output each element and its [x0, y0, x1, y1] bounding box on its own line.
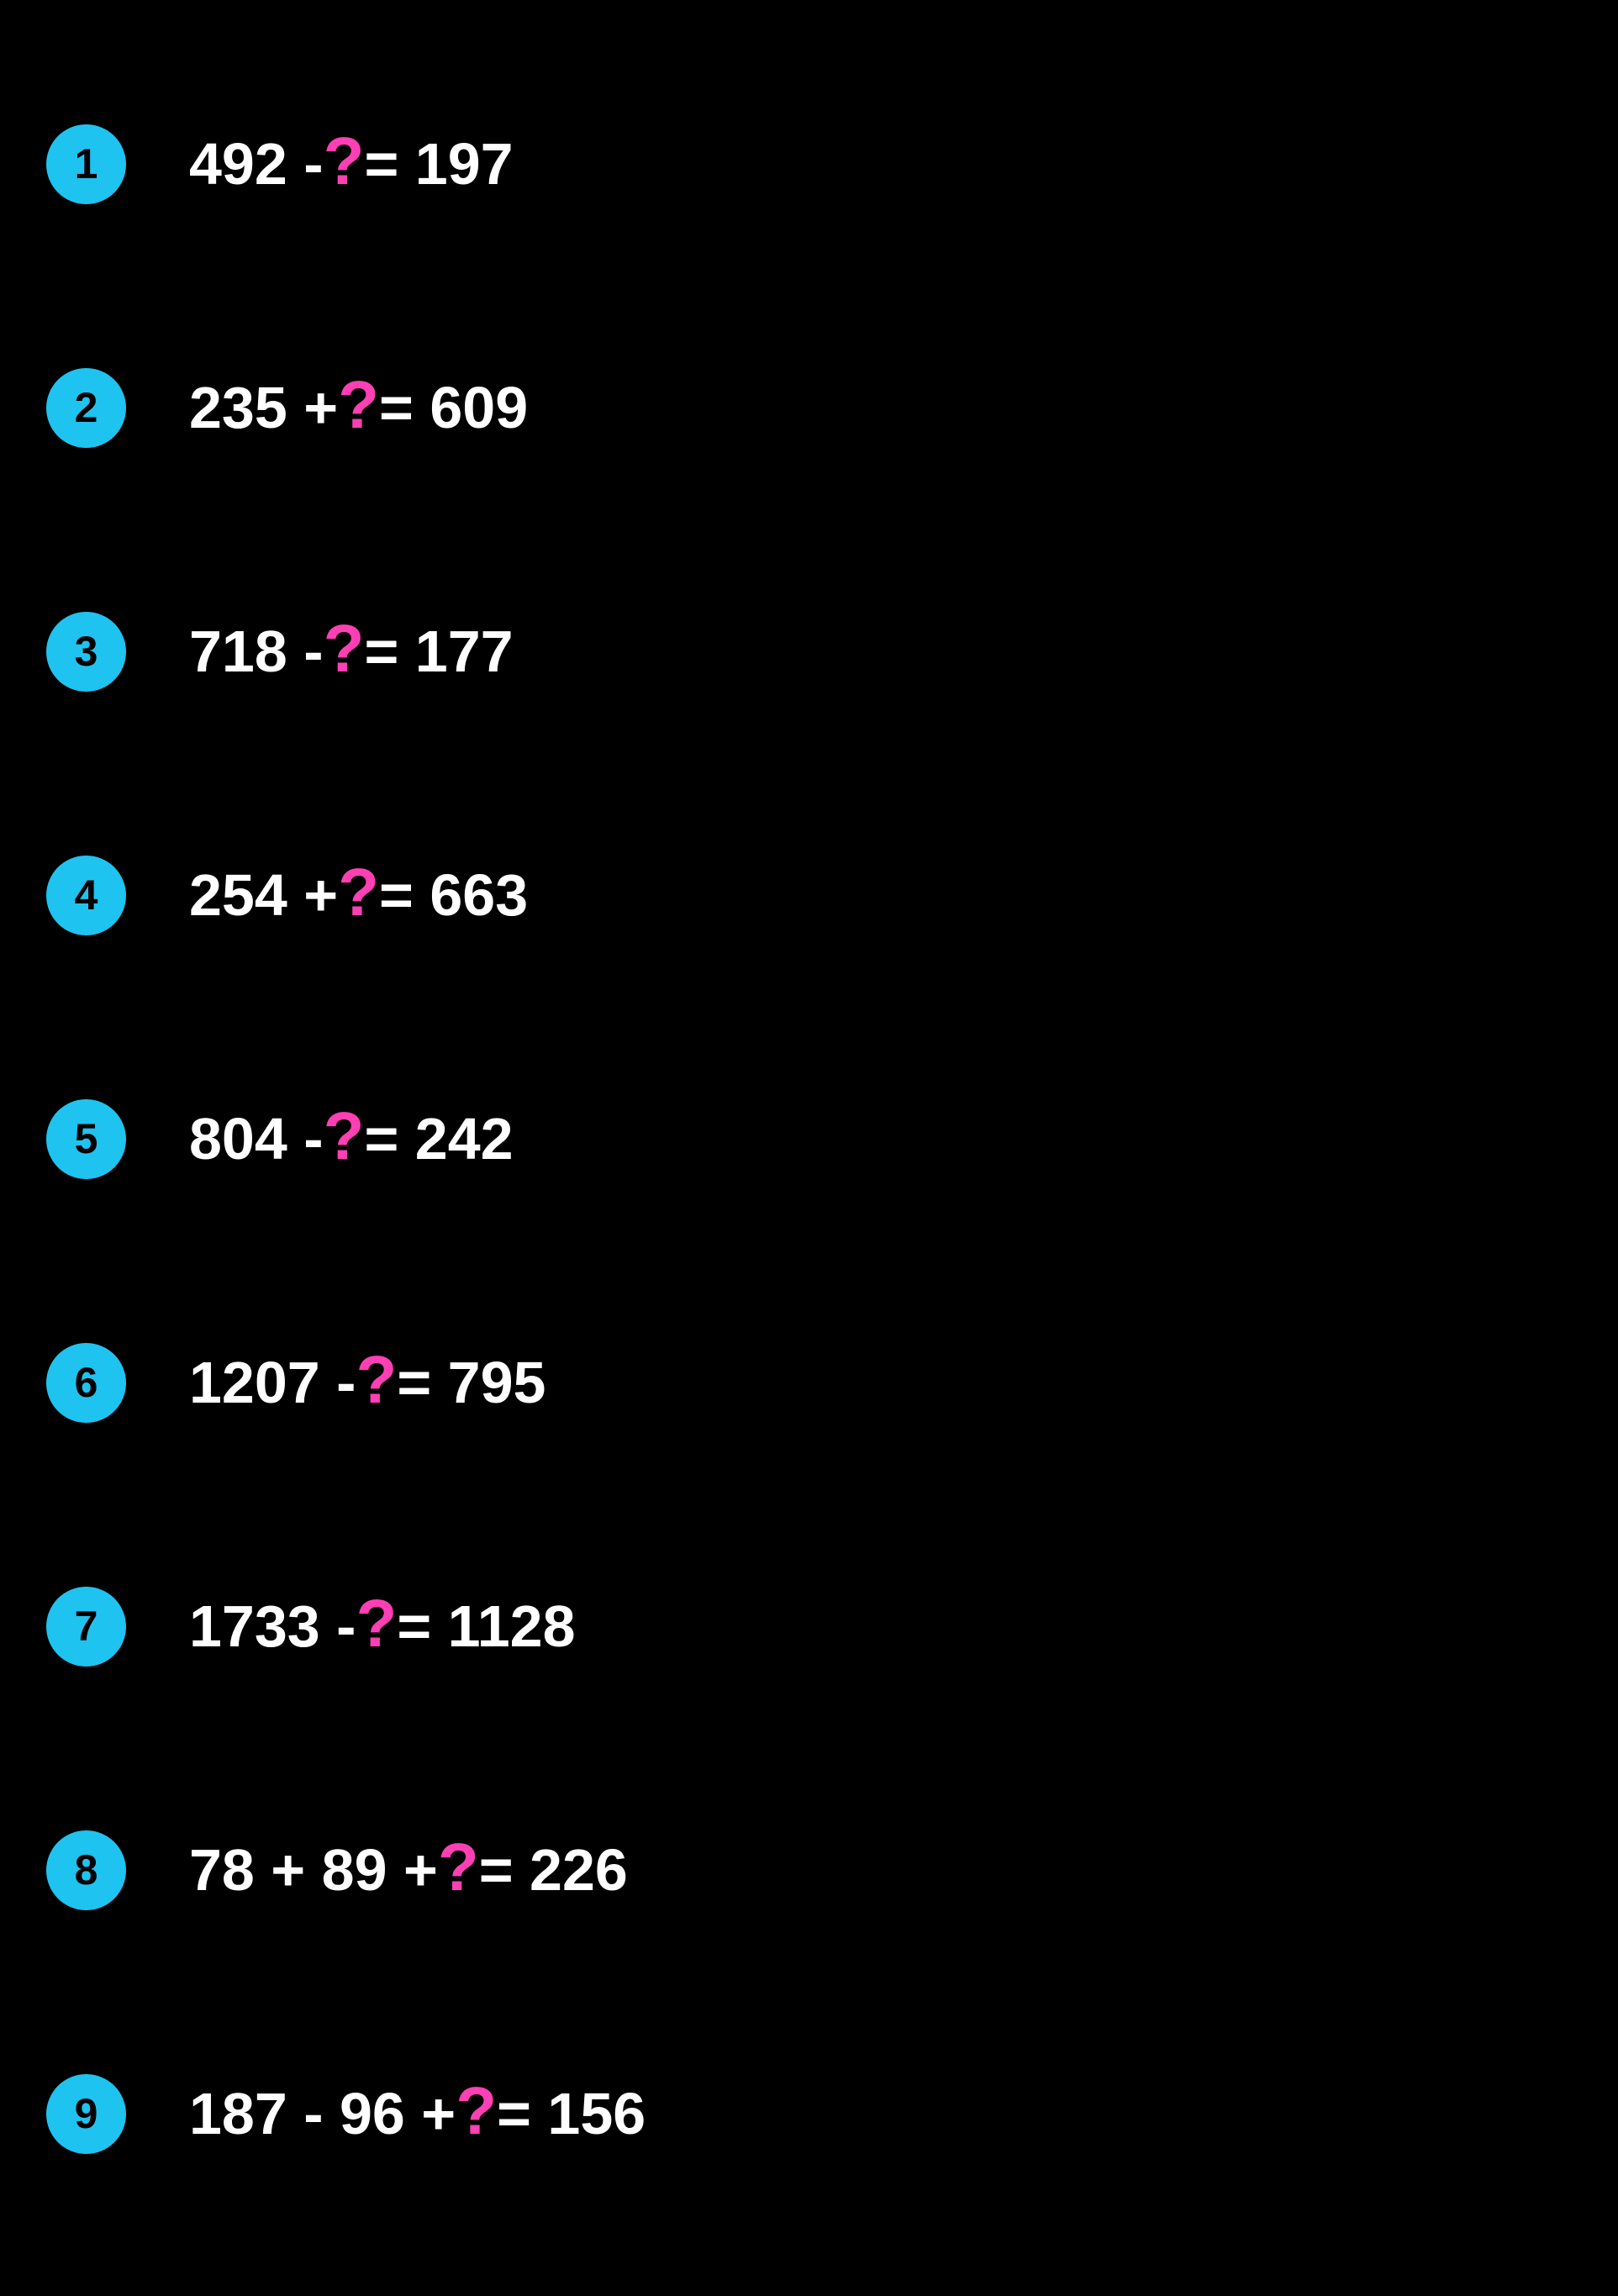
expression-pre-text: 187 - 96 +	[189, 2080, 456, 2147]
problem-expression: 78 + 89 + ? = 226	[189, 1829, 628, 1906]
problem-number-badge: 4	[46, 856, 126, 935]
expression-pre-text: 235 +	[189, 374, 338, 441]
problem-number-badge: 7	[46, 1587, 126, 1667]
problem-expression: 804 - ? = 242	[189, 1098, 514, 1175]
question-mark-icon: ?	[324, 1098, 365, 1175]
problem-number-badge: 2	[46, 368, 126, 448]
problem-expression: 718 - ? = 177	[189, 610, 514, 687]
problem-expression: 1733 - ? = 1128	[189, 1585, 576, 1662]
problem-row: 1 492 - ? = 197	[0, 113, 1618, 214]
question-mark-icon: ?	[324, 123, 365, 200]
question-mark-icon: ?	[356, 1341, 397, 1419]
expression-post-text: = 156	[497, 2080, 646, 2147]
expression-post-text: = 242	[364, 1105, 513, 1172]
expression-pre-text: 254 +	[189, 861, 338, 929]
question-mark-icon: ?	[324, 610, 365, 687]
problem-number-badge: 8	[46, 1830, 126, 1910]
problem-expression: 254 + ? = 663	[189, 854, 528, 931]
problem-row: 4 254 + ? = 663	[0, 845, 1618, 945]
question-mark-icon: ?	[338, 854, 379, 931]
question-mark-icon: ?	[338, 366, 379, 444]
problem-expression: 187 - 96 + ? = 156	[189, 2072, 646, 2150]
problem-number-badge: 6	[46, 1343, 126, 1423]
problem-row: 3 718 - ? = 177	[0, 601, 1618, 702]
expression-post-text: = 226	[479, 1836, 628, 1904]
problem-row: 2 235 + ? = 609	[0, 357, 1618, 458]
expression-post-text: = 197	[364, 130, 513, 197]
expression-pre-text: 1733 -	[189, 1593, 356, 1660]
expression-post-text: = 663	[379, 861, 528, 929]
problem-expression: 492 - ? = 197	[189, 123, 514, 200]
expression-post-text: = 795	[397, 1349, 545, 1416]
question-mark-icon: ?	[456, 2072, 497, 2150]
expression-pre-text: 1207 -	[189, 1349, 356, 1416]
expression-post-text: = 609	[379, 374, 528, 441]
problem-number-badge: 5	[46, 1099, 126, 1179]
expression-pre-text: 492 -	[189, 130, 324, 197]
expression-pre-text: 718 -	[189, 618, 324, 685]
expression-post-text: = 1128	[397, 1593, 575, 1660]
problem-number-badge: 1	[46, 124, 126, 204]
question-mark-icon: ?	[438, 1829, 479, 1906]
problem-row: 9 187 - 96 + ? = 156	[0, 2063, 1618, 2164]
problem-number-badge: 3	[46, 612, 126, 692]
expression-pre-text: 804 -	[189, 1105, 324, 1172]
worksheet-page: 1 492 - ? = 197 2 235 + ? = 609 3 718 - ? = 1…	[0, 0, 1618, 2296]
problem-row: 6 1207 - ? = 795	[0, 1332, 1618, 1433]
expression-post-text: = 177	[364, 618, 513, 685]
problem-number-badge: 9	[46, 2074, 126, 2154]
question-mark-icon: ?	[356, 1585, 397, 1662]
problem-expression: 1207 - ? = 795	[189, 1341, 545, 1419]
problem-row: 7 1733 - ? = 1128	[0, 1576, 1618, 1677]
expression-pre-text: 78 + 89 +	[189, 1836, 438, 1904]
problem-expression: 235 + ? = 609	[189, 366, 528, 444]
problem-row: 5 804 - ? = 242	[0, 1088, 1618, 1189]
problem-row: 8 78 + 89 + ? = 226	[0, 1819, 1618, 1920]
